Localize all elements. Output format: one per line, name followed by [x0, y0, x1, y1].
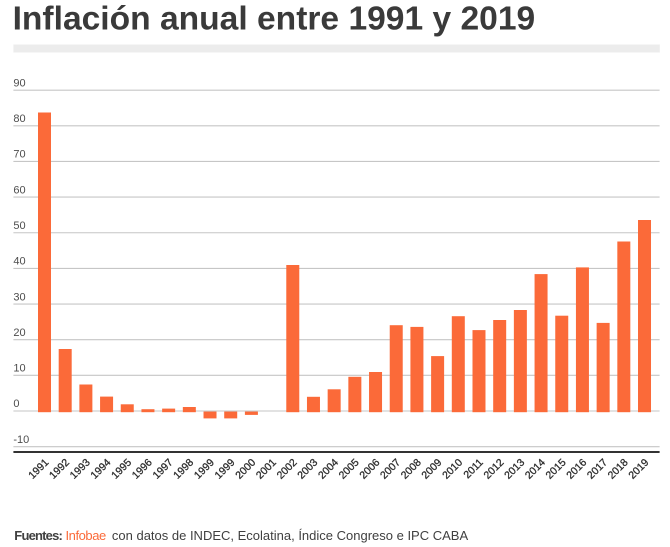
svg-text:1993: 1993: [68, 457, 93, 482]
svg-text:-10: -10: [13, 434, 29, 446]
svg-text:1999: 1999: [192, 457, 217, 482]
svg-text:1999: 1999: [213, 457, 238, 482]
svg-text:2016: 2016: [564, 457, 589, 482]
svg-text:1991: 1991: [26, 457, 51, 482]
svg-text:2006: 2006: [357, 457, 382, 482]
svg-text:1998: 1998: [171, 457, 196, 482]
svg-text:2013: 2013: [502, 457, 527, 482]
svg-text:2018: 2018: [606, 457, 631, 482]
svg-text:2019: 2019: [626, 457, 651, 482]
svg-text:50: 50: [13, 220, 25, 232]
svg-text:2015: 2015: [544, 457, 569, 482]
svg-text:2012: 2012: [481, 457, 506, 482]
svg-text:2010: 2010: [440, 457, 465, 482]
svg-text:2000: 2000: [233, 457, 258, 482]
svg-text:2017: 2017: [585, 457, 610, 482]
svg-text:Inflación anual entre 1991 y 2: Inflación anual entre 1991 y 2019: [13, 0, 536, 37]
svg-text:2009: 2009: [419, 457, 444, 482]
svg-text:1992: 1992: [47, 457, 72, 482]
svg-text:2001: 2001: [254, 457, 279, 482]
svg-text:1994: 1994: [88, 457, 113, 482]
svg-text:2014: 2014: [523, 457, 548, 482]
svg-text:60: 60: [13, 184, 25, 196]
svg-text:30: 30: [13, 291, 25, 303]
svg-text:2007: 2007: [378, 457, 403, 482]
svg-text:2005: 2005: [337, 457, 362, 482]
svg-text:1997: 1997: [150, 457, 175, 482]
svg-text:90: 90: [13, 77, 25, 89]
svg-text:10: 10: [13, 363, 25, 375]
svg-text:70: 70: [13, 149, 25, 161]
svg-text:2002: 2002: [275, 457, 300, 482]
svg-text:2008: 2008: [399, 457, 424, 482]
svg-text:20: 20: [13, 327, 25, 339]
svg-text:40: 40: [13, 256, 25, 268]
svg-text:2004: 2004: [316, 457, 341, 482]
svg-text:80: 80: [13, 113, 25, 125]
svg-text:2003: 2003: [295, 457, 320, 482]
svg-text:0: 0: [13, 398, 19, 410]
svg-text:1995: 1995: [109, 457, 134, 482]
svg-text:1996: 1996: [130, 457, 155, 482]
svg-text:2011: 2011: [461, 457, 486, 482]
